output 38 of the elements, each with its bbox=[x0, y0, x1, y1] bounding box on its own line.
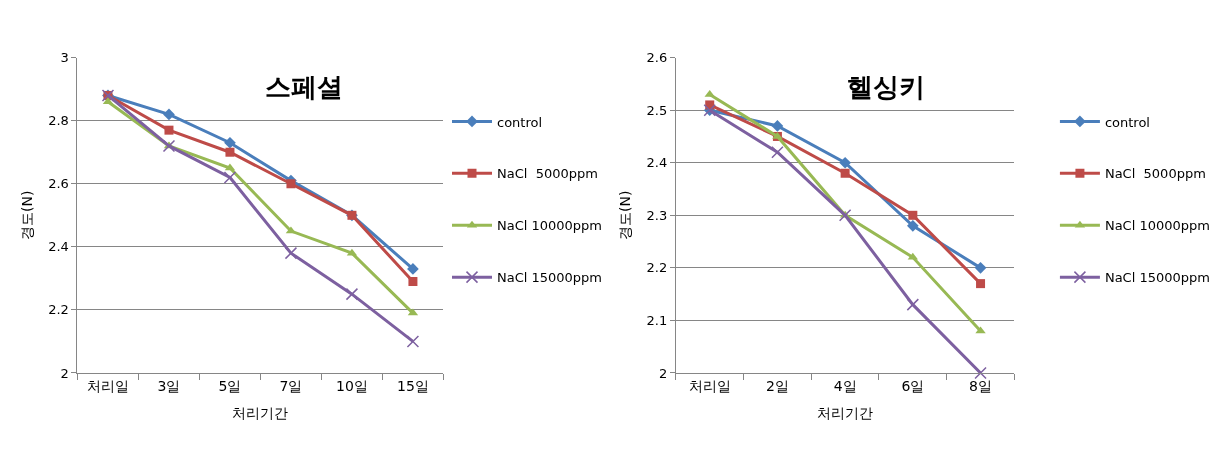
y-axis-title: 경도(N) bbox=[617, 190, 634, 240]
x-axis-title: 처리기간 bbox=[817, 405, 874, 422]
y-tick-label: 2.3 bbox=[646, 207, 668, 223]
y-tick-label: 2.4 bbox=[646, 155, 668, 171]
x-tick-label: 4일 bbox=[833, 377, 857, 394]
y-axis-title: 경도(N) bbox=[18, 190, 35, 240]
y-tick-label: 2.1 bbox=[646, 312, 668, 328]
y-tick-label: 2.2 bbox=[48, 302, 69, 318]
x-tick-label: 3일 bbox=[157, 377, 181, 394]
x-tick-label: 2일 bbox=[765, 377, 789, 394]
y-tick-label: 2.8 bbox=[48, 113, 69, 129]
x-tick-label: 7일 bbox=[279, 377, 303, 394]
y-tick-label: 2.5 bbox=[646, 102, 668, 118]
x-tick-label: 15일 bbox=[397, 377, 429, 394]
legend-label: NaCl 15000ppm bbox=[1104, 270, 1210, 286]
legend-label: control bbox=[497, 114, 543, 130]
x-tick-label: 처리일 bbox=[688, 377, 731, 394]
x-tick-label: 6일 bbox=[901, 377, 925, 394]
x-axis-title: 처리기간 bbox=[232, 405, 289, 422]
y-tick-label: 2.2 bbox=[646, 260, 668, 276]
text: 헬싱키 bbox=[847, 72, 925, 102]
legend-label: control bbox=[1104, 114, 1150, 130]
y-tick-label: 2.6 bbox=[48, 176, 69, 192]
y-tick-label: 2.6 bbox=[646, 50, 668, 66]
y-tick-label: 2.4 bbox=[48, 239, 69, 255]
x-tick-label: 10일 bbox=[336, 377, 368, 394]
y-tick-label: 2 bbox=[60, 365, 69, 381]
legend-label: NaCl 15000ppm bbox=[497, 270, 603, 286]
text: 스페셜 bbox=[265, 72, 343, 102]
legend-label: NaCl 10000ppm bbox=[1104, 218, 1210, 234]
legend-label: NaCl 10000ppm bbox=[497, 218, 603, 234]
x-tick-label: 5일 bbox=[218, 377, 242, 394]
legend-label: NaCl 5000ppm bbox=[497, 166, 598, 182]
legend-label: NaCl 5000ppm bbox=[1104, 166, 1206, 182]
x-tick-label: 처리일 bbox=[86, 377, 129, 394]
y-tick-label: 2 bbox=[658, 365, 668, 381]
y-tick-label: 3 bbox=[60, 50, 69, 66]
x-tick-label: 8일 bbox=[969, 377, 992, 394]
